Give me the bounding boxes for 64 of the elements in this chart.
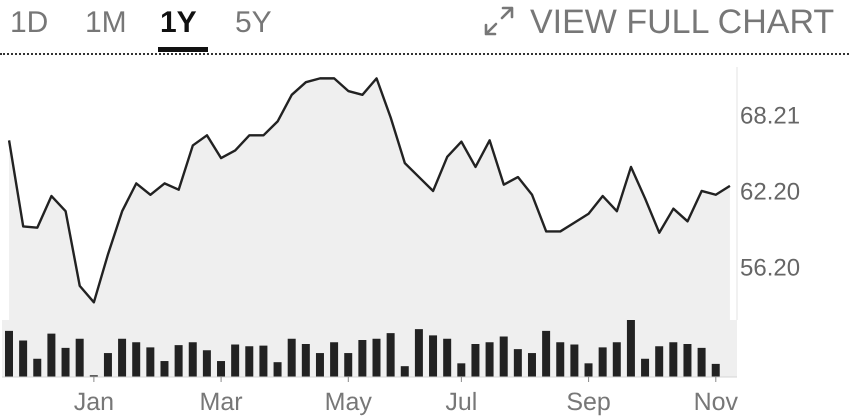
y-tick-label: 68.21 xyxy=(740,102,800,130)
bar xyxy=(542,330,550,377)
bar xyxy=(344,353,352,377)
bar xyxy=(655,346,664,377)
bar xyxy=(146,347,154,377)
bar xyxy=(202,350,211,377)
bar xyxy=(259,346,268,377)
y-tick-label: 56.20 xyxy=(740,254,800,282)
text: 1M xyxy=(85,6,127,40)
bar xyxy=(584,363,593,377)
x-tick-label: May xyxy=(324,388,372,416)
bar xyxy=(570,344,578,377)
text: 1D xyxy=(10,6,48,40)
bar xyxy=(302,344,310,377)
bar xyxy=(33,358,42,377)
bar xyxy=(330,342,338,377)
bar xyxy=(174,345,183,377)
bar xyxy=(5,330,13,377)
bar xyxy=(19,340,28,377)
bar xyxy=(712,364,720,377)
bar xyxy=(160,361,168,377)
bar xyxy=(612,342,621,377)
bar xyxy=(188,342,197,377)
x-tick-label: Sep xyxy=(566,388,611,416)
bar xyxy=(626,320,635,377)
bar xyxy=(274,362,282,377)
bar xyxy=(528,353,536,377)
bar xyxy=(698,348,706,377)
bar xyxy=(414,329,423,377)
bar xyxy=(457,363,466,377)
text: 5Y xyxy=(235,6,272,40)
bar xyxy=(669,342,678,377)
bar xyxy=(118,338,126,377)
bar xyxy=(683,344,692,377)
bar xyxy=(62,348,70,377)
bar xyxy=(386,333,395,377)
x-tick-label: Jan xyxy=(74,388,114,416)
bar xyxy=(641,358,650,377)
y-tick-label: 62.20 xyxy=(740,178,800,206)
text: VIEW FULL CHART xyxy=(530,3,834,41)
x-tick-label: Jul xyxy=(445,388,478,416)
bar xyxy=(76,338,84,377)
bar xyxy=(245,346,254,377)
bar xyxy=(47,334,56,377)
bar xyxy=(443,338,452,377)
bar xyxy=(514,349,522,377)
bar xyxy=(288,338,296,377)
bar xyxy=(358,340,366,377)
bar xyxy=(400,366,409,377)
bar xyxy=(132,342,140,377)
bar xyxy=(556,342,564,377)
bar xyxy=(471,344,480,377)
bar xyxy=(104,353,112,377)
bar xyxy=(486,342,494,377)
text: 1Y xyxy=(160,6,197,40)
bar xyxy=(217,361,226,377)
x-tick-label: Nov xyxy=(694,388,739,416)
bar xyxy=(598,347,607,377)
bar xyxy=(231,344,240,377)
x-tick-label: Mar xyxy=(200,388,243,416)
bar xyxy=(372,338,380,377)
bar xyxy=(429,335,438,377)
bar xyxy=(316,353,324,377)
bar xyxy=(500,336,508,377)
